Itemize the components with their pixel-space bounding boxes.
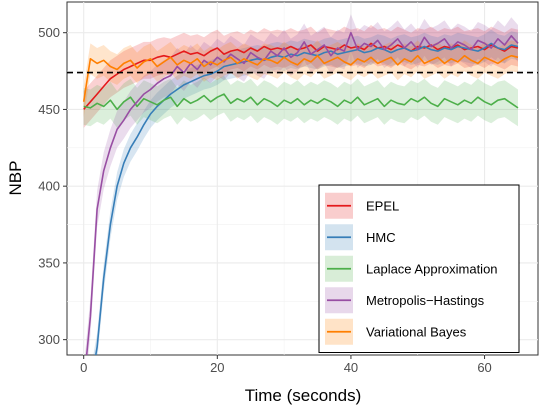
legend-label: EPEL [366, 198, 399, 213]
x-tick-label: 0 [80, 360, 87, 375]
y-tick-label: 300 [38, 332, 60, 347]
y-axis-ticks: 300 350 400 450 500 [38, 25, 67, 347]
x-axis-title: Time (seconds) [245, 386, 362, 405]
legend-label: Laplace Approximation [366, 261, 498, 276]
legend-label: HMC [366, 230, 396, 245]
x-tick-label: 40 [344, 360, 358, 375]
y-tick-label: 400 [38, 179, 60, 194]
y-axis-title: NBP [6, 161, 25, 196]
legend: EPEL HMC Laplace Approximation Metropolis−H… [319, 185, 519, 353]
y-tick-label: 500 [38, 25, 60, 40]
legend-label: Variational Bayes [366, 324, 467, 339]
x-tick-label: 20 [210, 360, 224, 375]
legend-label: Metropolis−Hastings [366, 293, 485, 308]
x-tick-label: 60 [477, 360, 491, 375]
x-axis-ticks: 0 20 40 60 [80, 355, 492, 375]
y-tick-label: 350 [38, 255, 60, 270]
y-tick-label: 450 [38, 102, 60, 117]
